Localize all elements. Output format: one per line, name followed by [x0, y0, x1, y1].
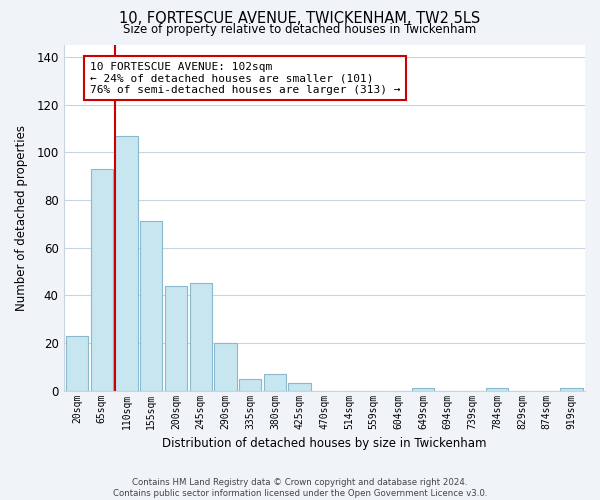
- Bar: [165, 286, 187, 391]
- Bar: [486, 388, 508, 390]
- Bar: [239, 378, 261, 390]
- Bar: [190, 284, 212, 391]
- Bar: [66, 336, 88, 390]
- Bar: [289, 384, 311, 390]
- Text: 10, FORTESCUE AVENUE, TWICKENHAM, TW2 5LS: 10, FORTESCUE AVENUE, TWICKENHAM, TW2 5L…: [119, 11, 481, 26]
- Bar: [115, 136, 138, 390]
- Bar: [140, 222, 163, 390]
- Bar: [264, 374, 286, 390]
- X-axis label: Distribution of detached houses by size in Twickenham: Distribution of detached houses by size …: [162, 437, 487, 450]
- Text: Size of property relative to detached houses in Twickenham: Size of property relative to detached ho…: [124, 22, 476, 36]
- Y-axis label: Number of detached properties: Number of detached properties: [15, 125, 28, 311]
- Bar: [214, 343, 236, 390]
- Bar: [560, 388, 583, 390]
- Bar: [412, 388, 434, 390]
- Text: Contains HM Land Registry data © Crown copyright and database right 2024.
Contai: Contains HM Land Registry data © Crown c…: [113, 478, 487, 498]
- Text: 10 FORTESCUE AVENUE: 102sqm
← 24% of detached houses are smaller (101)
76% of se: 10 FORTESCUE AVENUE: 102sqm ← 24% of det…: [89, 62, 400, 95]
- Bar: [91, 169, 113, 390]
